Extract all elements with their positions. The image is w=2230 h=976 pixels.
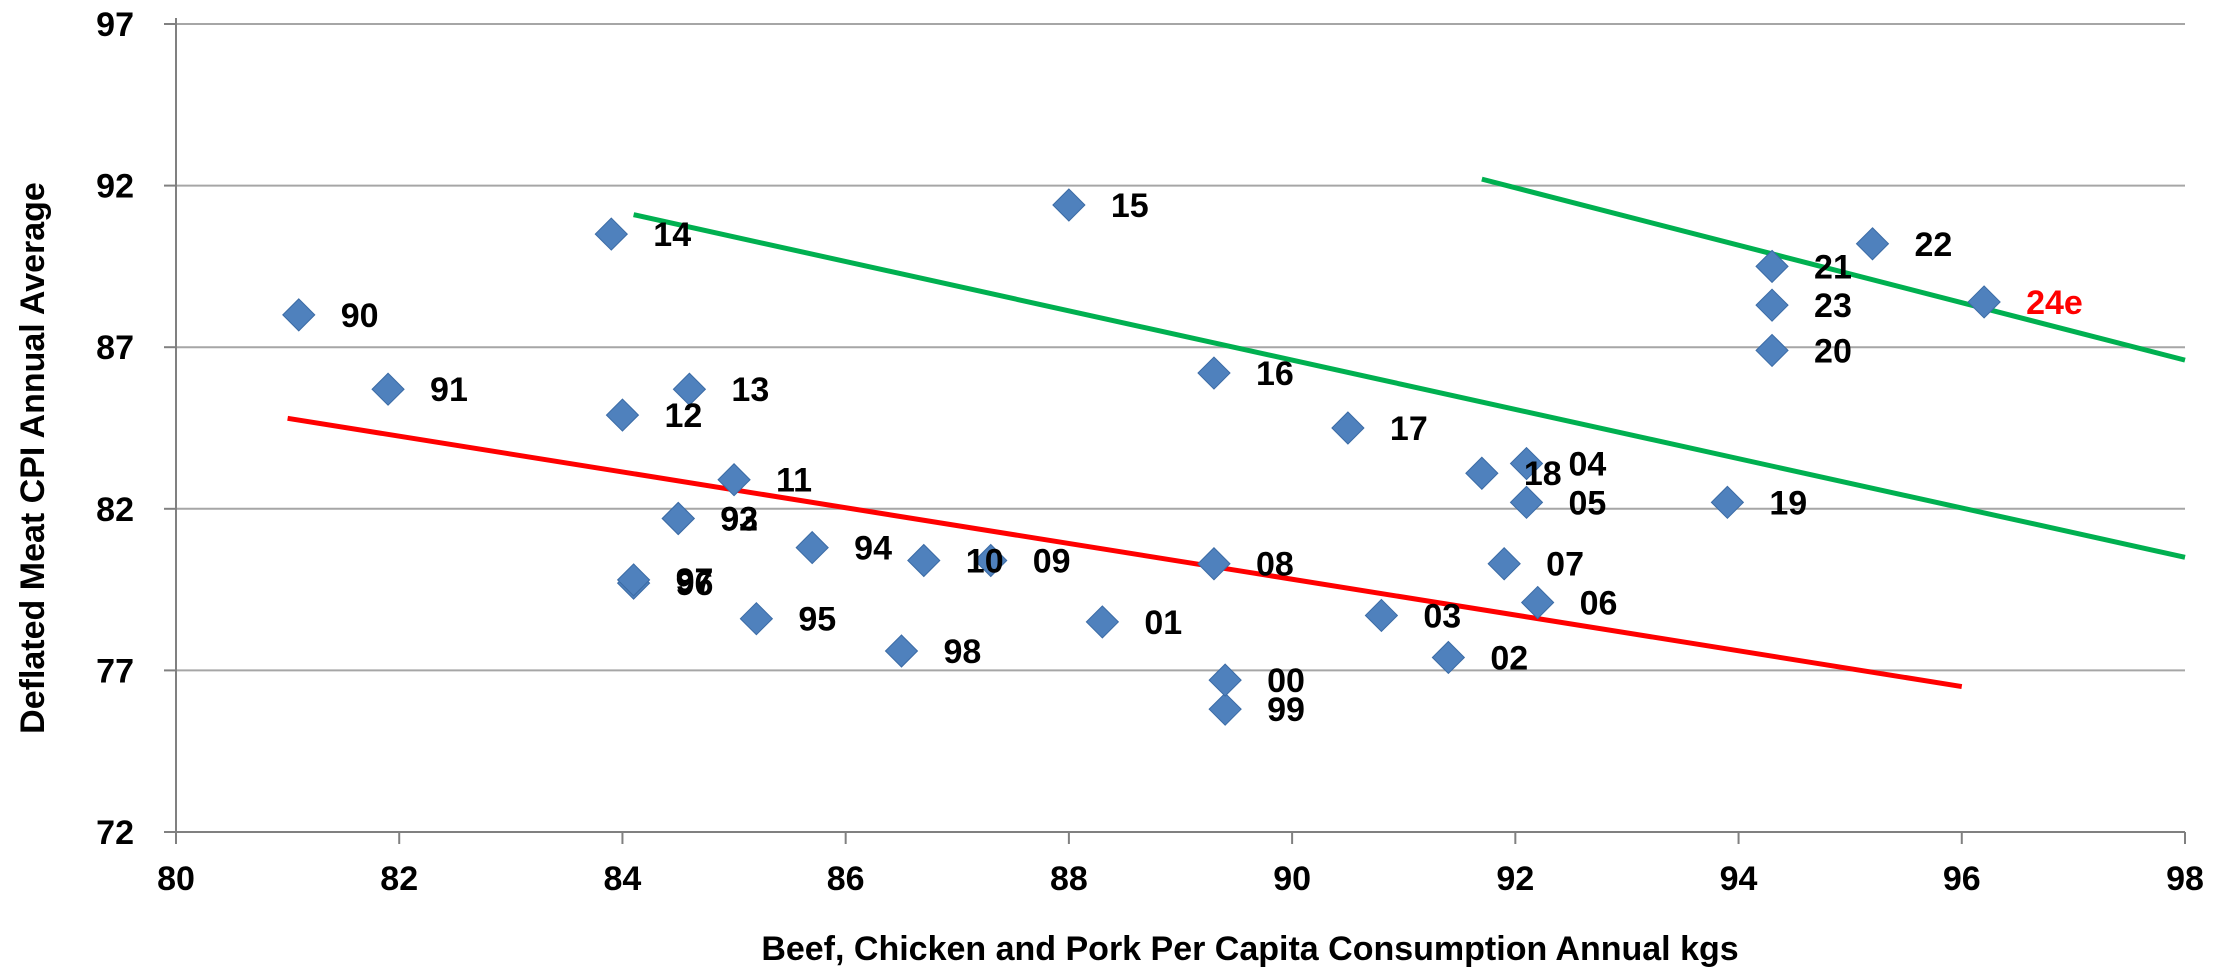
data-point — [1085, 605, 1120, 639]
data-point — [795, 530, 829, 565]
point-label: 10 — [966, 543, 1004, 581]
y-tick-label: 82 — [96, 491, 134, 529]
point-label: 96 — [676, 565, 714, 603]
point-label: 92 — [720, 500, 758, 538]
x-tick-label: 80 — [157, 860, 195, 898]
point-labels: 9091929394959697989900010203040506070809… — [341, 187, 2083, 729]
x-tick-label: 82 — [380, 860, 418, 898]
point-label: 00 — [1267, 662, 1305, 700]
point-label: 95 — [798, 601, 836, 639]
data-point — [1197, 547, 1231, 581]
data-point — [605, 398, 640, 432]
x-tick-label: 90 — [1273, 860, 1311, 898]
data-point — [974, 543, 1008, 578]
point-label: 98 — [943, 633, 981, 671]
data-point — [1520, 585, 1555, 620]
data-point — [1465, 456, 1499, 490]
data-point — [1755, 288, 1789, 322]
x-tick-label: 92 — [1496, 860, 1534, 898]
point-label: 03 — [1423, 597, 1461, 635]
point-label: 22 — [1914, 226, 1952, 264]
x-tick-label: 86 — [827, 860, 865, 898]
y-tick-label: 77 — [96, 652, 134, 690]
x-tick-label: 98 — [2166, 860, 2204, 898]
point-label: 93 — [720, 500, 758, 538]
data-point — [616, 563, 651, 597]
point-label: 90 — [341, 297, 379, 335]
data-point — [1509, 446, 1544, 481]
point-label: 05 — [1568, 484, 1606, 522]
trend-line — [287, 415, 1963, 690]
point-label: 07 — [1546, 546, 1584, 584]
point-label: 99 — [1267, 691, 1305, 729]
point-label: 11 — [776, 462, 812, 500]
data-point — [1197, 356, 1231, 390]
point-label: 91 — [430, 371, 468, 409]
point-label: 15 — [1111, 187, 1149, 225]
data-point — [1052, 188, 1086, 222]
point-label: 18 — [1524, 455, 1562, 493]
data-point — [1331, 411, 1365, 445]
data-point — [1710, 485, 1745, 520]
trend-line — [1481, 176, 2186, 363]
trend-line — [633, 212, 2186, 560]
data-point — [1208, 663, 1242, 697]
y-tick-label: 92 — [96, 168, 134, 206]
data-point — [594, 217, 628, 251]
data-point — [907, 543, 941, 578]
point-label: 12 — [664, 397, 702, 435]
data-point — [661, 501, 695, 536]
data-point — [1487, 547, 1521, 581]
point-label: 19 — [1769, 484, 1807, 522]
data-point — [672, 372, 707, 406]
point-label: 94 — [854, 530, 892, 568]
point-label: 16 — [1256, 355, 1294, 393]
data-point — [884, 634, 919, 668]
point-label: 20 — [1814, 332, 1852, 370]
y-tick-label: 87 — [96, 329, 134, 367]
point-label: 08 — [1256, 546, 1294, 584]
point-label: 06 — [1580, 585, 1618, 623]
point-label: 23 — [1814, 287, 1852, 325]
point-label: 17 — [1390, 410, 1428, 448]
x-tick-label: 84 — [604, 860, 642, 898]
data-point — [1509, 485, 1544, 520]
point-label: 01 — [1144, 604, 1182, 642]
x-tick-label: 96 — [1943, 860, 1981, 898]
data-point — [1967, 285, 2001, 319]
point-label: 97 — [676, 562, 714, 600]
point-label: 09 — [1033, 543, 1071, 581]
data-points — [282, 188, 2001, 726]
data-point — [1755, 333, 1789, 368]
trend-lines — [287, 176, 2186, 690]
gridlines — [176, 23, 2185, 672]
data-point — [1431, 640, 1466, 675]
x-tick-label: 94 — [1720, 860, 1758, 898]
point-label: 14 — [653, 216, 691, 254]
y-tick-label: 97 — [96, 6, 134, 44]
y-axis-title: Deflated Meat CPI Annual Average — [14, 182, 52, 734]
point-label: 24e — [2026, 284, 2083, 322]
point-label: 13 — [731, 371, 769, 409]
data-point — [1855, 227, 1890, 261]
y-tick-label: 72 — [96, 814, 134, 852]
data-point — [1755, 249, 1789, 284]
data-point — [717, 463, 751, 497]
data-point — [1364, 598, 1399, 633]
x-axis-title: Beef, Chicken and Pork Per Capita Consum… — [761, 930, 1738, 968]
point-label: 04 — [1568, 446, 1606, 484]
data-point — [371, 372, 405, 406]
x-tick-label: 88 — [1050, 860, 1088, 898]
data-point — [282, 298, 316, 332]
data-point — [1208, 692, 1242, 726]
point-label: 21 — [1814, 248, 1852, 286]
data-point — [739, 601, 774, 636]
point-label: 02 — [1490, 639, 1528, 677]
